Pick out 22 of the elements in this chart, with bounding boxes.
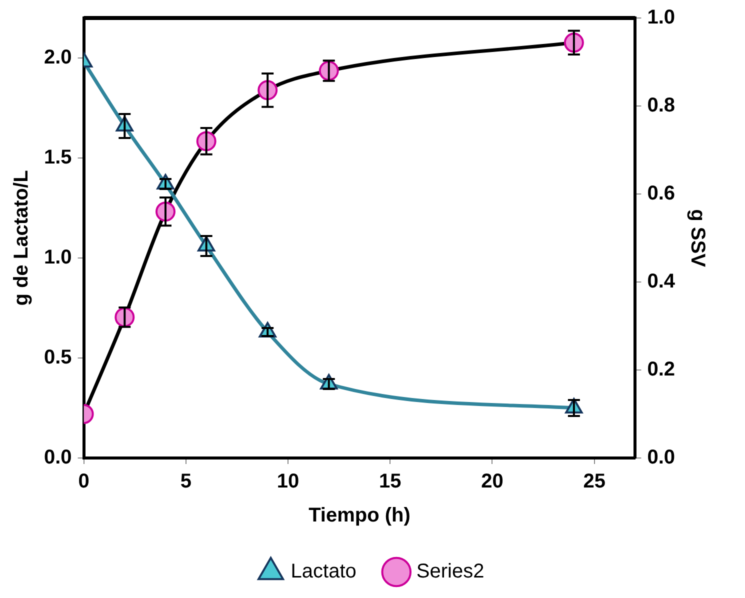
legend-label: Lactato <box>290 560 356 583</box>
y2-tick-label: 0.8 <box>647 94 676 117</box>
x-tick-label: 25 <box>583 470 606 493</box>
y-axis-title: g de Lactato/L <box>10 170 33 306</box>
x-axis-title: Tiempo (h) <box>308 504 410 527</box>
x-tick-label: 0 <box>78 470 90 493</box>
y-tick-label: 0.0 <box>44 446 72 469</box>
y2-tick-label: 0.6 <box>647 182 676 205</box>
y2-tick-label: 0.4 <box>647 270 676 293</box>
y2-tick-label: 0.0 <box>647 446 676 469</box>
y-tick-label: 0.5 <box>44 346 72 369</box>
y-tick-label: 2.0 <box>44 46 72 69</box>
x-tick-label: 15 <box>379 470 402 493</box>
x-tick-label: 10 <box>276 470 300 493</box>
y2-axis-title: g SSV <box>686 209 708 268</box>
y-tick-label: 1.0 <box>44 246 72 269</box>
y2-tick-label: 1.0 <box>647 6 676 29</box>
legend-label: Series2 <box>416 560 484 583</box>
y2-tick-label: 0.2 <box>647 358 676 381</box>
y-tick-label: 1.5 <box>44 146 72 169</box>
x-tick-label: 20 <box>481 470 504 493</box>
x-tick-label: 5 <box>180 470 192 493</box>
